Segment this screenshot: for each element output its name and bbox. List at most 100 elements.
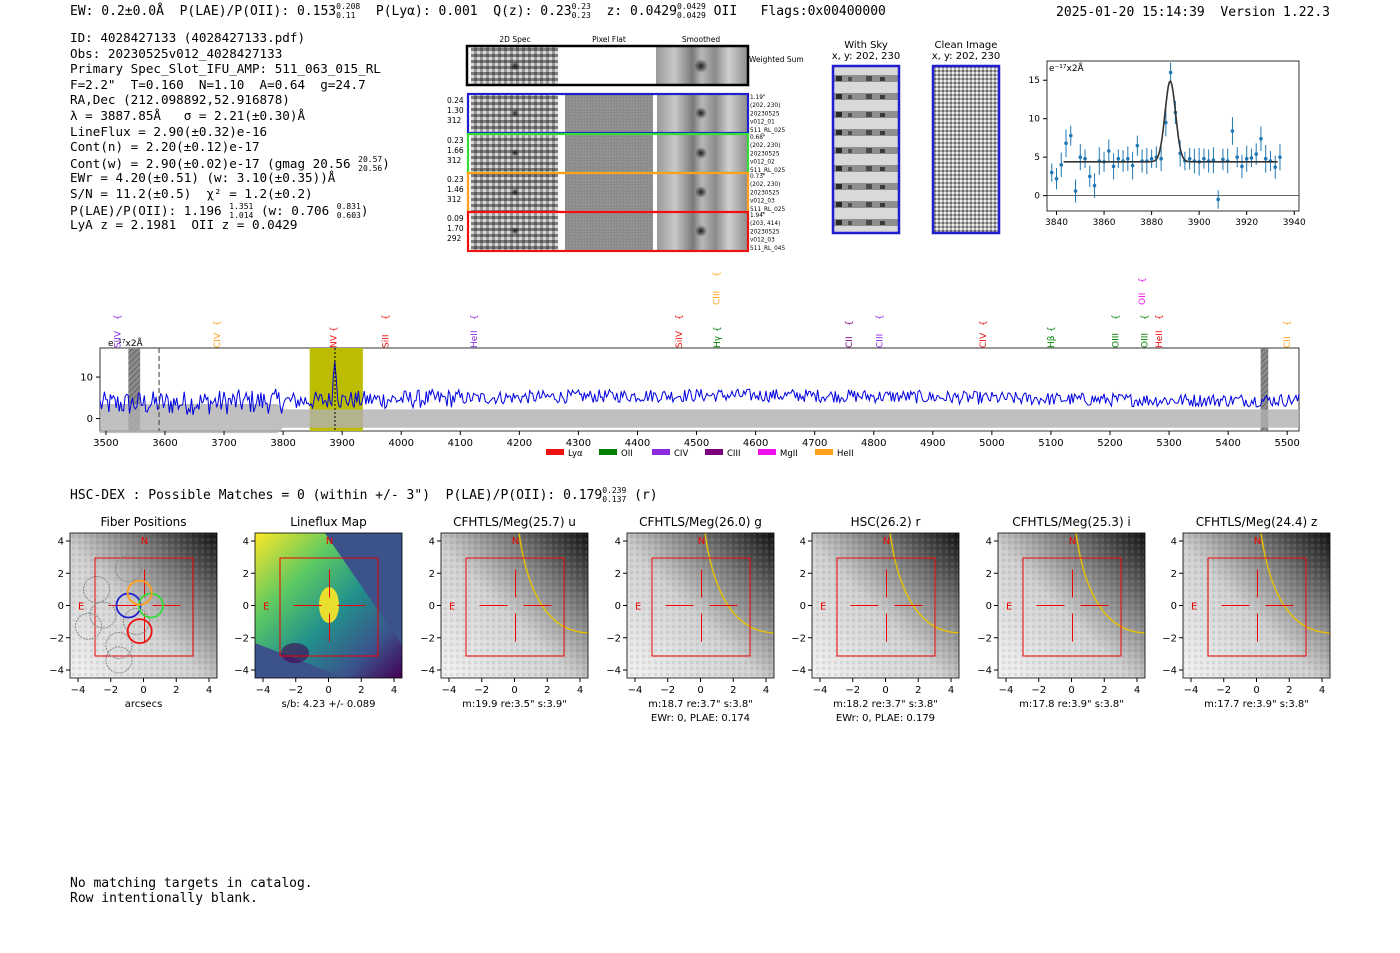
panel-caption: m:18.7 re:3.7" s:3.8" <box>648 699 753 710</box>
legend-label: MgII <box>780 449 798 459</box>
legend-swatch <box>599 449 617 455</box>
emission-line-brace: { <box>1047 326 1057 332</box>
panel-x-tick: −2 <box>1216 685 1231 696</box>
fiber-row-stat: 1.30 <box>447 106 464 115</box>
north-label: N <box>326 536 333 547</box>
fiber-row-meta: v012_01 <box>750 120 775 126</box>
x-tick-label: 4500 <box>684 438 709 449</box>
x-tick-label: 4700 <box>802 438 827 449</box>
emission-line-brace: { <box>213 320 223 326</box>
x-tick-label: 5500 <box>1274 438 1299 449</box>
x-tick-label: 5100 <box>1038 438 1063 449</box>
panel-x-tick: 2 <box>544 685 550 696</box>
x-tick-label: 4300 <box>566 438 591 449</box>
fiber-row-meta: (203, 414) <box>750 221 780 227</box>
emission-line-label: OIII <box>1111 333 1121 348</box>
fiber-row-meta: 511_RL_045 <box>750 246 785 252</box>
spectrum-flux-line <box>99 361 1300 416</box>
hsc-hi: 0.239 <box>602 486 627 495</box>
panel-x-tick: −4 <box>813 685 828 696</box>
east-label: E <box>1191 602 1197 613</box>
fiber-row-meta: 20230525 <box>750 111 780 117</box>
north-label: N <box>141 536 148 547</box>
data-point <box>1244 156 1249 161</box>
panel-title: CFHTLS/Meg(25.3) i <box>1012 515 1131 529</box>
selected-fiber <box>126 618 153 644</box>
panel-x-tick: 4 <box>1134 685 1140 696</box>
z-line: OII <box>713 4 738 19</box>
x-tick-label: 3600 <box>152 438 177 449</box>
panel-y-tick: −4 <box>791 666 806 677</box>
panel-title: HSC(26.2) r <box>851 515 921 529</box>
info-lambda: λ = 3887.85Å σ = 2.21(±0.30)Å <box>70 107 306 123</box>
search-box <box>836 557 936 657</box>
search-box <box>94 557 194 657</box>
image-panel: CFHTLS/Meg(25.7) u N E −4 −2 0 2 4 4 2 0 −2 −4 m:19.9… <box>420 515 589 710</box>
x-tick-label: 3800 <box>270 438 295 449</box>
image-panel: CFHTLS/Meg(25.3) i N E −4 −2 0 2 4 4 2 0 −2 −4 m:17.8… <box>977 515 1146 710</box>
emission-line-label: CIV <box>213 332 223 348</box>
search-box <box>1022 557 1122 657</box>
panel-y-tick: 0 <box>429 601 435 612</box>
panel-x-tick: −4 <box>1184 685 1199 696</box>
fiber-row-meta: v012_03 <box>750 238 775 244</box>
panel-caption: m:17.7 re:3.9" s:3.8" <box>1204 699 1309 710</box>
panel-x-tick: −4 <box>628 685 643 696</box>
legend-label: CIII <box>727 449 740 459</box>
fiber-row-meta: 511_RL_025 <box>750 128 785 134</box>
emission-line-brace: { <box>876 314 886 320</box>
legend-swatch <box>758 449 776 455</box>
panel-x-tick: 0 <box>140 685 146 696</box>
info-plae-w: (w: 0.706 <box>260 202 330 218</box>
emission-line-brace: { <box>381 314 391 320</box>
panel-x-tick: 2 <box>915 685 921 696</box>
q-hi: 0.23 <box>571 2 591 11</box>
panel-y-tick: −4 <box>606 666 621 677</box>
info-plae-w-hi: 0.831 <box>336 201 361 211</box>
image-panel: CFHTLS/Meg(26.0) g N E −4 −2 0 2 4 4 2 0 −2 −4 m:18.7… <box>606 515 775 724</box>
east-label: E <box>78 602 84 613</box>
clean-image-title: Clean Image <box>935 40 998 51</box>
contw-lo: 20.56 <box>358 163 383 173</box>
panel-x-tick: 2 <box>730 685 736 696</box>
panel-x-tick: 4 <box>763 685 769 696</box>
fiber-circle <box>123 608 150 635</box>
data-point <box>1064 141 1068 146</box>
panel-y-tick: 0 <box>243 601 249 612</box>
error-band <box>100 404 1299 434</box>
fiber-circle <box>105 632 133 659</box>
legend-swatch <box>546 449 564 455</box>
info-ewr: EWr = 4.20(±0.51) (w: 3.10(±0.35))Å <box>70 170 336 186</box>
image-panel: HSC(26.2) r N E −4 −2 0 2 4 4 2 0 −2 −4 m:18.2 re:3.7… <box>791 515 960 724</box>
x-tick-label: 3860 <box>1093 218 1116 228</box>
emission-line-brace: { <box>1111 314 1121 320</box>
panel-x-tick: −4 <box>442 685 457 696</box>
panel-x-tick: −2 <box>474 685 489 696</box>
masked-region <box>128 348 141 431</box>
z-hi: 0.0429 <box>676 2 706 11</box>
emission-line-label: OII <box>1138 293 1148 305</box>
fiber-row-meta: 0.73" <box>750 174 766 180</box>
panel-y-tick: −2 <box>420 633 435 644</box>
panel-y-tick: 4 <box>58 537 64 548</box>
plae-label: P(LAE)/P(OII): 0.153 <box>179 4 337 19</box>
info-plae: P(LAE)/P(OII): 1.196 <box>70 202 222 218</box>
panel-y-tick: −4 <box>977 666 992 677</box>
col-title-pixelflat: Pixel Flat <box>592 35 626 44</box>
legend-swatch <box>705 449 723 455</box>
east-label: E <box>635 602 641 613</box>
emission-line-brace: { <box>1138 277 1148 283</box>
fiber-row-stat: 1.66 <box>447 146 464 155</box>
panel-y-tick: 2 <box>58 569 64 580</box>
info-plae-hi: 1.351 <box>229 201 254 211</box>
ellipse-aperture <box>1260 533 1330 634</box>
footer-line-2: Row intentionally blank. <box>70 891 258 906</box>
x-tick-label: 4800 <box>861 438 886 449</box>
fiber-row-stat: 312 <box>447 195 462 204</box>
legend-swatch <box>815 449 833 455</box>
gaussian-fit-line <box>1063 79 1278 163</box>
data-point <box>1111 164 1116 169</box>
data-point <box>1221 157 1225 162</box>
